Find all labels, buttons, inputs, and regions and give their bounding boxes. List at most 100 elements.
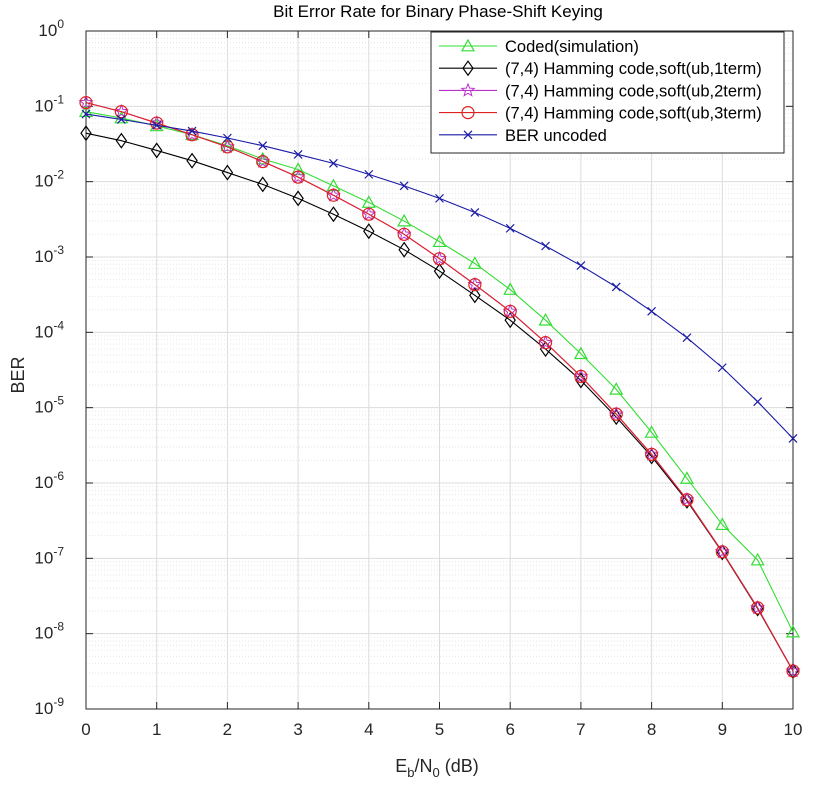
legend-label: (7,4) Hamming code,soft(ub,2term)	[505, 82, 762, 100]
x-tick-label: 0	[81, 720, 90, 739]
x-tick-label: 8	[647, 720, 656, 739]
data-point-marker	[753, 397, 763, 407]
data-point-marker	[150, 142, 163, 159]
data-point-marker	[608, 406, 624, 421]
data-point-marker	[257, 176, 269, 193]
data-point-marker	[786, 664, 800, 678]
data-point-marker	[503, 304, 517, 318]
series-layer	[78, 94, 801, 679]
y-tick-label: 10-8	[34, 620, 64, 643]
data-point-marker	[467, 256, 482, 269]
data-point-marker	[609, 407, 623, 421]
data-point-marker	[574, 369, 588, 384]
data-point-marker	[541, 241, 550, 251]
data-point-marker	[185, 128, 199, 142]
data-point-marker	[644, 446, 660, 461]
legend-marker	[460, 38, 476, 52]
series-4	[79, 96, 800, 678]
data-point-marker	[432, 252, 447, 266]
y-tick-label: 10-5	[34, 394, 64, 417]
x-label-slash-n: /N	[415, 756, 433, 776]
ticks: 100 10-1 10-2 10-3 10-4 10-5 10-6 10-7 10-8 10-9 0…	[34, 17, 802, 739]
data-point-marker	[573, 346, 588, 360]
chart-title: Bit Error Rate for Binary Phase-Shift Ke…	[273, 2, 603, 21]
data-point-marker	[258, 141, 268, 151]
data-point-marker	[152, 120, 162, 130]
data-point-marker	[751, 601, 765, 615]
data-point-marker	[469, 287, 481, 304]
y-axis-label: BER	[8, 356, 28, 393]
x-axis-label: Eb/N0 (dB)	[395, 756, 479, 780]
grid	[85, 30, 794, 710]
data-point-marker	[609, 382, 624, 395]
data-point-marker	[750, 599, 766, 615]
y-tick-label: 10-9	[34, 695, 64, 718]
data-point-marker	[397, 227, 411, 241]
data-point-marker	[750, 552, 765, 566]
legend-label: (7,4) Hamming code,soft(ub,1term)	[505, 60, 762, 78]
x-tick-label: 4	[364, 720, 373, 739]
data-point-marker	[751, 600, 764, 617]
data-point-marker	[80, 125, 92, 142]
x-label-e: E	[395, 756, 407, 776]
data-point-marker	[432, 234, 447, 248]
y-tick-label: 10-1	[34, 92, 64, 115]
data-point-marker	[788, 434, 798, 443]
series-5	[81, 109, 798, 443]
data-point-marker	[116, 115, 126, 124]
data-point-marker	[329, 158, 338, 168]
x-tick-label: 9	[718, 720, 727, 739]
data-point-marker	[538, 336, 553, 350]
y-tick-label: 10-3	[34, 243, 64, 266]
data-point-marker	[644, 447, 659, 461]
y-tick-label: 10-2	[34, 168, 64, 191]
data-point-marker	[397, 213, 412, 227]
data-point-marker	[576, 261, 586, 270]
x-tick-label: 6	[505, 720, 514, 739]
data-point-marker	[114, 105, 128, 119]
data-point-marker	[435, 193, 444, 203]
data-point-marker	[186, 152, 198, 169]
series-line	[85, 132, 794, 672]
data-point-marker	[647, 306, 657, 316]
data-point-marker	[538, 334, 554, 350]
legend-label: BER uncoded	[505, 127, 607, 145]
data-point-marker	[221, 164, 234, 181]
x-tick-label: 2	[223, 720, 232, 739]
x-tick-label: 10	[784, 720, 803, 739]
data-point-marker	[715, 517, 730, 531]
series-2	[80, 125, 799, 679]
data-point-marker	[79, 96, 93, 110]
data-point-marker	[81, 109, 91, 119]
data-point-marker	[680, 493, 694, 507]
data-point-marker	[573, 368, 589, 383]
data-point-marker	[785, 624, 801, 638]
x-tick-label: 1	[152, 720, 161, 739]
data-point-marker	[679, 491, 695, 507]
data-point-marker	[717, 363, 727, 373]
data-point-marker	[503, 282, 518, 295]
data-point-marker	[113, 103, 129, 119]
data-point-marker	[785, 663, 801, 678]
data-point-marker	[679, 471, 694, 484]
data-point-marker	[362, 207, 376, 221]
data-point-marker	[115, 132, 128, 149]
data-point-marker	[150, 116, 164, 130]
data-point-marker	[538, 312, 553, 326]
data-point-marker	[398, 241, 410, 258]
series-line	[85, 102, 794, 672]
legend-marker	[463, 130, 473, 140]
legend-marker	[461, 105, 475, 120]
legend-label: (7,4) Hamming code,soft(ub,3term)	[505, 105, 762, 123]
data-point-marker	[504, 312, 516, 329]
y-tick-label: 10-7	[34, 544, 64, 567]
data-point-marker	[327, 206, 340, 223]
legend-marker	[462, 60, 474, 77]
data-point-marker	[681, 492, 693, 509]
x-label-unit: (dB)	[440, 756, 479, 776]
data-point-marker	[433, 263, 446, 280]
x-label-sub-b: b	[407, 765, 414, 780]
data-point-marker	[468, 278, 482, 292]
data-point-marker	[363, 223, 375, 240]
